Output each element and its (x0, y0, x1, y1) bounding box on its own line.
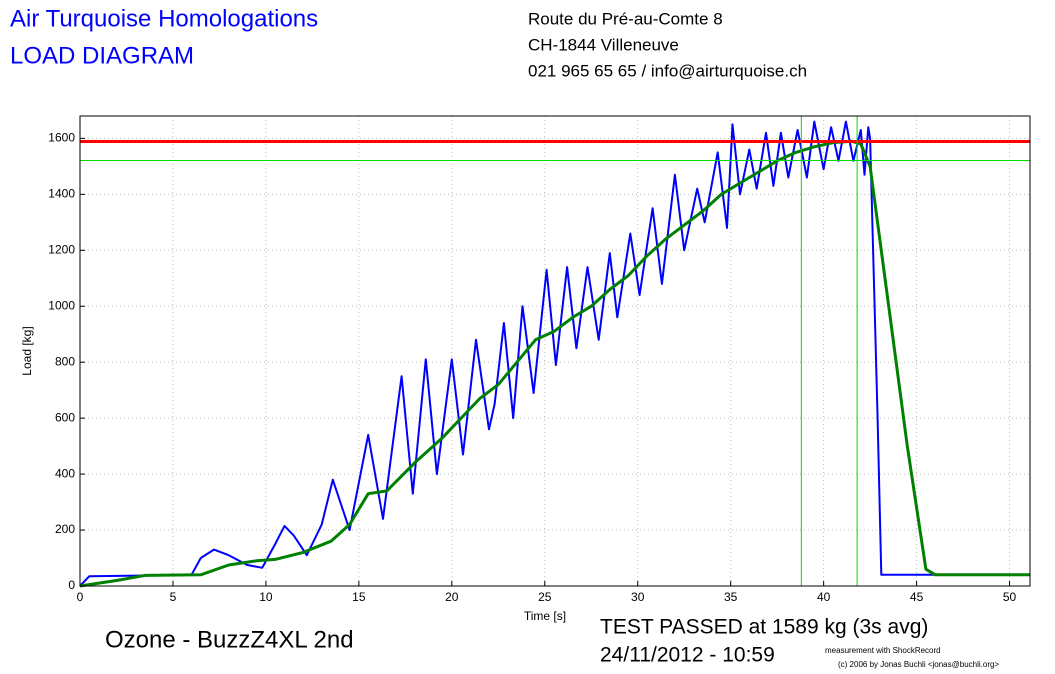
x-tick-label: 45 (910, 590, 924, 604)
x-tick-label: 5 (170, 590, 177, 604)
x-tick-label: 50 (1003, 590, 1017, 604)
y-tick-label: 200 (55, 522, 75, 536)
x-tick-label: 30 (631, 590, 645, 604)
address-line: 021 965 65 65 / info@airturquoise.ch (528, 61, 807, 80)
y-tick-label: 400 (55, 466, 75, 480)
x-tick-label: 15 (352, 590, 366, 604)
y-tick-label: 0 (68, 578, 75, 592)
x-tick-label: 40 (817, 590, 831, 604)
model: Ozone - BuzzZ4XL 2nd (105, 626, 354, 653)
date: 24/11/2012 - 10:59 (600, 644, 775, 667)
x-tick-label: 0 (77, 590, 84, 604)
x-tick-label: 10 (259, 590, 273, 604)
credit: (c) 2006 by Jonas Buchli <jonas@buchli.o… (838, 660, 999, 669)
address-line: CH-1844 Villeneuve (528, 35, 679, 54)
x-tick-label: 25 (538, 590, 552, 604)
y-axis-label: Load [kg] (20, 326, 34, 375)
title: Air Turquoise Homologations (10, 5, 318, 32)
x-tick-label: 35 (724, 590, 738, 604)
y-tick-label: 1400 (48, 187, 75, 201)
subtitle: LOAD DIAGRAM (10, 42, 194, 69)
plot-frame (79, 115, 1031, 587)
x-axis-label: Time [s] (524, 609, 566, 623)
y-tick-label: 1000 (48, 298, 75, 312)
y-tick-label: 1600 (48, 131, 75, 145)
y-tick-label: 600 (55, 410, 75, 424)
y-tick-label: 800 (55, 354, 75, 368)
address-line: Route du Pré-au-Comte 8 (528, 9, 723, 28)
credit: measurement with ShockRecord (825, 646, 941, 655)
x-tick-label: 20 (445, 590, 459, 604)
y-tick-label: 1200 (48, 242, 75, 256)
data-line (79, 120, 1030, 587)
result: TEST PASSED at 1589 kg (3s avg) (600, 616, 928, 639)
